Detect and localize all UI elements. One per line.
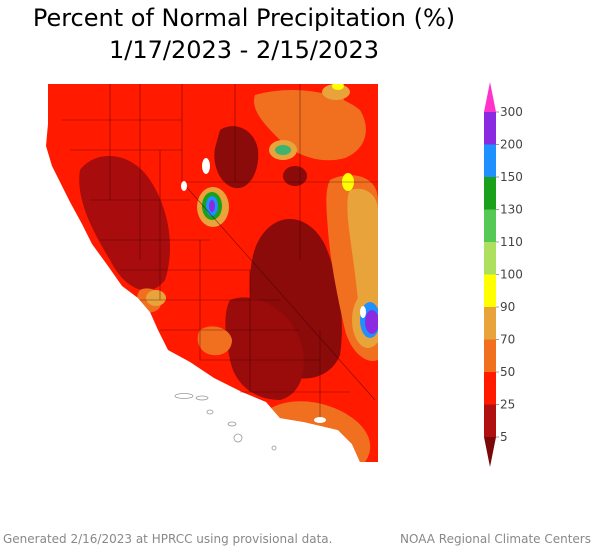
- legend-band: [484, 274, 496, 307]
- legend-tick-label: 110: [500, 235, 523, 249]
- legend-tick-label: 150: [500, 170, 523, 184]
- legend-band: [484, 209, 496, 242]
- legend-band: [484, 372, 496, 405]
- dark-spot-ne: [283, 166, 307, 186]
- dark-red-zone-mojave: [225, 297, 304, 400]
- legend-tick-label: 200: [500, 138, 523, 152]
- precipitation-map: [46, 84, 378, 462]
- boundary-lines: [62, 84, 378, 420]
- legend-band: [484, 112, 496, 145]
- purple-core-colorado: [365, 310, 378, 334]
- dark-red-zone-northeast: [214, 126, 259, 189]
- noaa-credit: NOAA Regional Climate Centers: [400, 532, 591, 546]
- legend-tick-label: 50: [500, 365, 515, 379]
- lake: [202, 158, 210, 174]
- legend-tick-label: 25: [500, 398, 515, 412]
- legend-tick-label: 5: [500, 430, 508, 444]
- channel-islands: [174, 393, 277, 451]
- purple-core-tahoe: [209, 200, 215, 212]
- legend-tick-label: 130: [500, 203, 523, 217]
- tan-spot-west: [146, 290, 166, 306]
- map-title: Percent of Normal Precipitation (%): [32, 4, 456, 32]
- lake: [314, 417, 326, 423]
- legend-band: [484, 339, 496, 372]
- legend-band: [484, 404, 496, 437]
- legend-band: [484, 307, 496, 340]
- lake: [181, 181, 187, 191]
- legend-band: [484, 144, 496, 177]
- green-spot-ne: [275, 145, 291, 155]
- legend-band: [484, 437, 496, 467]
- legend-tick-label: 70: [500, 333, 515, 347]
- dark-red-zone-central-valley: [79, 156, 170, 291]
- legend-tick-label: 300: [500, 105, 523, 119]
- color-legend: 300 200 150 130 110 100 90 70 50 25 5: [484, 82, 523, 467]
- legend-band: [484, 82, 496, 112]
- yellow-spot-north: [332, 84, 344, 90]
- date-range: 1/17/2023 - 2/15/2023: [108, 36, 380, 64]
- legend-band: [484, 177, 496, 210]
- legend-band: [484, 242, 496, 275]
- lake: [360, 306, 366, 318]
- legend-tick-label: 100: [500, 268, 523, 282]
- orange-zone-central-coast: [197, 326, 232, 356]
- legend-tick-label: 90: [500, 300, 515, 314]
- generated-note: Generated 2/16/2023 at HPRCC using provi…: [3, 532, 333, 546]
